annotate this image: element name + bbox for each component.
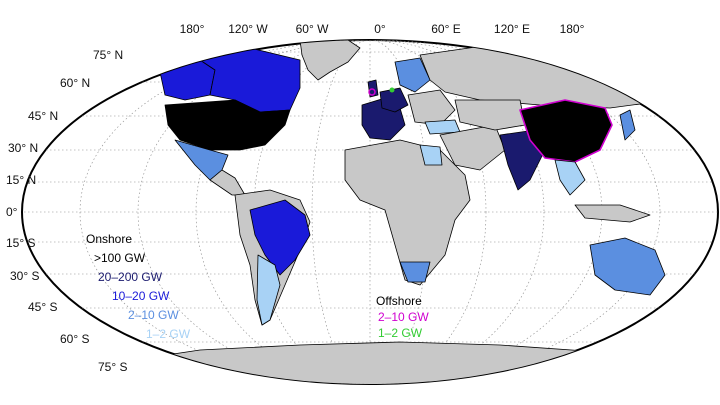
land-egypt bbox=[419, 144, 443, 166]
lon-label: 60° E bbox=[431, 22, 460, 36]
land-new-zealand bbox=[679, 289, 696, 313]
lat-label: 15° N bbox=[6, 173, 36, 187]
lon-label: 0° bbox=[374, 22, 386, 36]
lat-label: 0° bbox=[6, 205, 18, 219]
lat-label: 30° S bbox=[10, 269, 39, 283]
land-eastern-europe bbox=[407, 89, 456, 126]
land-southeast-asia bbox=[554, 159, 586, 196]
longitude-labels: 180° 120° W 60° W 0° 60° E 120° E 180° bbox=[180, 22, 585, 36]
lon-label: 180° bbox=[180, 22, 205, 36]
legend-onshore-item: 10–20 GW bbox=[112, 289, 170, 303]
land-alaska bbox=[159, 59, 216, 101]
lon-label: 120° W bbox=[228, 22, 268, 36]
land-south-africa bbox=[399, 261, 431, 283]
land-china bbox=[519, 99, 613, 163]
legend-offshore-title: Offshore bbox=[376, 294, 422, 308]
land-indonesia bbox=[574, 204, 651, 223]
legend-onshore-title: Onshore bbox=[86, 232, 132, 246]
legend-onshore-item: >100 GW bbox=[94, 251, 146, 265]
legend-offshore: Offshore 2–10 GW 1–2 GW bbox=[376, 294, 429, 340]
land-europe-central bbox=[379, 87, 409, 113]
land-central-asia bbox=[454, 99, 526, 131]
lat-label: 15° S bbox=[6, 236, 35, 250]
lat-label: 45° N bbox=[28, 109, 58, 123]
lat-label: 30° N bbox=[8, 141, 38, 155]
offshore-marker-green bbox=[389, 87, 395, 93]
land-scandinavia bbox=[394, 57, 431, 93]
latitude-labels: 75° N 60° N 45° N 30° N 15° N 0° 15° S 3… bbox=[6, 48, 127, 374]
land-usa bbox=[164, 99, 291, 151]
land-greenland bbox=[299, 40, 361, 81]
lat-label: 60° S bbox=[60, 332, 89, 346]
lon-label: 60° W bbox=[296, 22, 329, 36]
legend-onshore-item: 1–2 GW bbox=[146, 327, 191, 341]
legend-offshore-item: 1–2 GW bbox=[378, 326, 423, 340]
land-central-america bbox=[209, 169, 246, 196]
lat-label: 60° N bbox=[60, 76, 90, 90]
legend-onshore: Onshore >100 GW 20–200 GW 10–20 GW 2–10 … bbox=[86, 232, 191, 341]
lon-label: 120° E bbox=[494, 22, 530, 36]
lat-label: 75° S bbox=[98, 360, 127, 374]
legend-onshore-item: 20–200 GW bbox=[98, 270, 163, 284]
land-argentina bbox=[256, 254, 281, 326]
land-africa bbox=[344, 139, 471, 286]
land-turkey bbox=[424, 119, 461, 135]
land-brazil bbox=[249, 199, 311, 276]
land-australia bbox=[589, 237, 666, 296]
lat-label: 45° S bbox=[28, 300, 57, 314]
legend-offshore-item: 2–10 GW bbox=[378, 310, 429, 324]
legend-onshore-item: 2–10 GW bbox=[128, 308, 179, 322]
lat-label: 75° N bbox=[93, 48, 123, 62]
offshore-marker-magenta bbox=[368, 88, 376, 96]
lon-label: 180° bbox=[560, 22, 585, 36]
land-japan bbox=[619, 109, 636, 141]
